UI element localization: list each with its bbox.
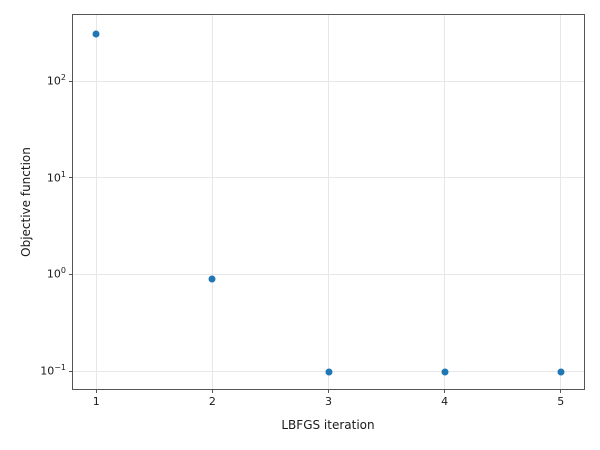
x-gridline bbox=[444, 15, 446, 389]
y-gridline bbox=[73, 80, 584, 82]
y-tick-label: 10−1 bbox=[40, 362, 66, 378]
data-point bbox=[325, 368, 332, 376]
x-tick-label: 5 bbox=[557, 395, 565, 408]
y-axis-label: Objective function bbox=[19, 147, 33, 257]
data-point bbox=[441, 368, 449, 376]
x-tick-label: 3 bbox=[325, 395, 332, 408]
data-point bbox=[557, 368, 565, 376]
y-tick-mark bbox=[69, 80, 73, 82]
y-gridline bbox=[73, 177, 584, 179]
y-tick-mark bbox=[69, 177, 73, 179]
x-tick-mark bbox=[211, 389, 213, 393]
y-tick-label: 100 bbox=[46, 266, 66, 281]
x-tick-label: 4 bbox=[441, 395, 449, 408]
data-point bbox=[92, 30, 100, 38]
y-gridline bbox=[73, 273, 584, 275]
x-gridline bbox=[328, 15, 329, 389]
x-gridline bbox=[95, 15, 97, 389]
x-tick-mark bbox=[444, 389, 446, 393]
x-tick-mark bbox=[95, 389, 97, 393]
y-tick-mark bbox=[69, 273, 73, 275]
y-tick-mark bbox=[69, 370, 73, 372]
x-tick-label: 1 bbox=[92, 395, 100, 408]
x-tick-mark bbox=[560, 389, 562, 393]
x-gridline bbox=[560, 15, 562, 389]
y-tick-label: 102 bbox=[46, 72, 66, 88]
x-tick-label: 2 bbox=[208, 395, 216, 408]
data-point bbox=[208, 275, 216, 283]
x-tick-mark bbox=[328, 389, 329, 393]
y-tick-label: 101 bbox=[46, 169, 66, 185]
plot-area: 1 2 3 4 5 102 101 100 10−1 bbox=[40, 14, 585, 407]
x-gridline bbox=[211, 15, 213, 389]
x-axis-label: LBFGS iteration bbox=[281, 418, 375, 432]
